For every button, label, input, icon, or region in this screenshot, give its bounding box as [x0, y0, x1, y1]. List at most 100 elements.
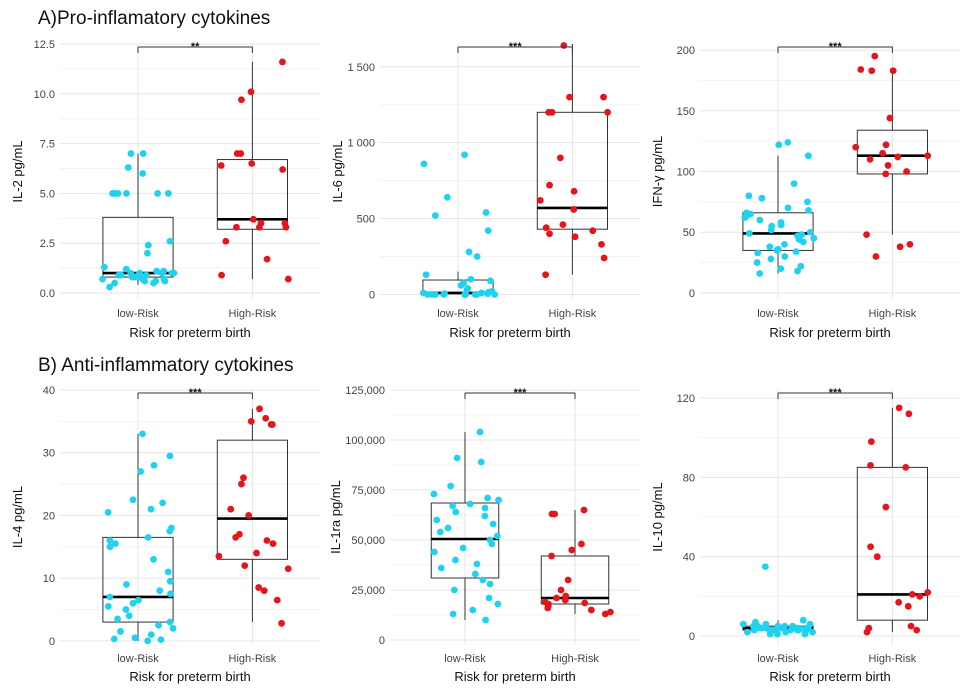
data-point — [238, 480, 245, 488]
data-point — [598, 240, 605, 248]
x-tick-label: low-Risk — [117, 653, 159, 665]
y-axis-title: IL-1ra pg/mL — [328, 480, 343, 554]
data-point — [481, 504, 489, 512]
box — [856, 466, 928, 621]
data-point — [916, 592, 924, 600]
data-point — [218, 271, 225, 279]
data-point — [135, 596, 142, 604]
data-point — [758, 194, 766, 202]
data-point — [114, 615, 122, 623]
data-point — [141, 277, 149, 285]
data-point — [757, 624, 765, 632]
data-point — [542, 271, 549, 279]
data-point — [273, 596, 281, 604]
data-point — [787, 626, 794, 634]
data-point — [473, 291, 481, 298]
data-point — [904, 602, 912, 610]
data-point — [804, 198, 811, 206]
data-point — [570, 206, 578, 213]
data-point — [154, 190, 161, 197]
data-point — [810, 234, 818, 242]
data-point — [431, 212, 439, 219]
data-point — [159, 499, 167, 507]
x-tick-label: low-Risk — [757, 308, 799, 320]
significance-label: *** — [829, 41, 843, 53]
data-point — [168, 269, 176, 277]
data-point — [485, 594, 493, 602]
x-tick-label: High-Risk — [229, 653, 277, 665]
data-point — [739, 620, 747, 628]
data-point — [444, 524, 452, 532]
box — [216, 159, 288, 230]
y-tick-label: 7.5 — [40, 139, 55, 151]
data-point — [867, 462, 874, 469]
data-point — [493, 532, 501, 540]
data-point — [867, 438, 875, 445]
data-point — [896, 243, 904, 251]
data-point — [139, 430, 146, 438]
data-point — [784, 204, 792, 212]
box — [216, 439, 288, 560]
data-point — [106, 593, 114, 601]
y-tick-label: 0 — [689, 631, 695, 643]
data-point — [546, 230, 553, 238]
data-point — [741, 214, 749, 222]
data-point — [754, 249, 762, 257]
data-point — [260, 587, 268, 595]
data-point — [125, 612, 133, 620]
y-tick-label: 0.0 — [40, 288, 55, 300]
data-point — [262, 414, 270, 422]
data-point — [767, 255, 775, 263]
y-tick-label: 5.0 — [40, 188, 55, 200]
data-point — [169, 624, 177, 632]
data-point — [777, 221, 785, 229]
box — [430, 502, 500, 579]
data-point — [440, 291, 448, 298]
data-point — [255, 223, 263, 231]
data-point — [548, 510, 556, 518]
data-point — [166, 618, 174, 626]
data-point — [129, 496, 137, 504]
data-point — [144, 637, 152, 645]
data-point — [137, 468, 145, 475]
data-point — [106, 283, 113, 291]
data-point — [247, 88, 255, 96]
data-point — [449, 502, 457, 510]
data-point — [784, 138, 792, 146]
data-point — [799, 238, 807, 246]
section-title-anti-inflammatory: B) Anti-inflammatory cytokines — [38, 355, 294, 376]
data-point — [106, 537, 114, 544]
data-point — [548, 552, 555, 560]
data-point — [144, 249, 151, 257]
data-point — [871, 52, 879, 60]
data-point — [866, 155, 874, 163]
data-point — [430, 548, 438, 556]
data-point — [279, 166, 287, 173]
y-tick-label: 125,000 — [345, 385, 385, 397]
chart-il4: 0 10 20 30 40 *** low-Risk High-Risk Risk for pr… — [10, 385, 320, 684]
data-point — [794, 267, 801, 275]
data-point — [117, 628, 124, 635]
data-point — [476, 428, 484, 436]
section-title-pro-inflammatory: A)Pro-inflamatory cytokines — [38, 8, 271, 29]
data-point — [481, 512, 489, 520]
data-point — [601, 610, 609, 618]
data-point — [443, 193, 451, 201]
data-point — [237, 150, 245, 157]
data-point — [128, 273, 136, 281]
data-point — [167, 590, 174, 598]
box — [856, 129, 928, 175]
data-point — [744, 628, 751, 636]
x-tick-label: High-Risk — [869, 308, 917, 320]
data-point — [452, 556, 459, 564]
y-axis-title: IL-10 pg/mL — [650, 482, 665, 551]
data-point — [166, 237, 174, 245]
data-point — [144, 533, 152, 541]
data-point — [157, 636, 165, 644]
data-point — [924, 589, 932, 596]
y-tick-label: 1 500 — [347, 62, 375, 74]
data-point — [804, 624, 812, 632]
data-point — [160, 275, 168, 283]
data-point — [232, 533, 240, 541]
data-point — [753, 259, 761, 266]
